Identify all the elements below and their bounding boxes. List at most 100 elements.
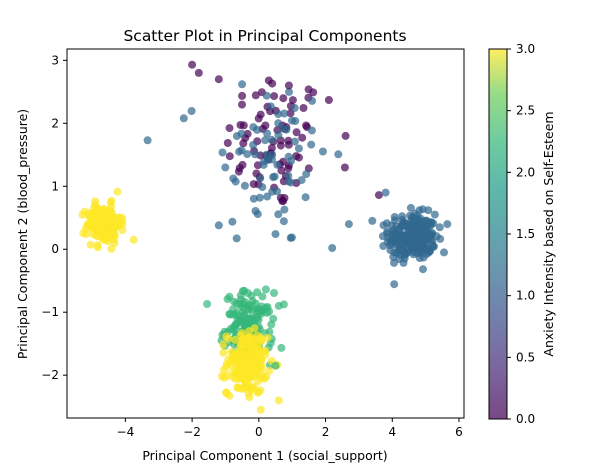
data-point-cluster-4 [231, 335, 240, 344]
data-point-cluster-1 [187, 107, 196, 115]
data-point-cluster-2 [416, 217, 425, 226]
data-point-cluster-1 [286, 178, 295, 187]
data-point-cluster-1 [263, 129, 272, 138]
colorbar-tick-label: 2.5 [516, 104, 535, 118]
data-point-cluster-1 [262, 91, 271, 100]
data-point-cluster-2 [435, 223, 444, 232]
y-axis-label: Principal Component 2 (blood_pressure) [15, 109, 30, 359]
x-tick-label: −4 [117, 425, 135, 439]
data-point-cluster-2 [408, 226, 417, 235]
data-point-cluster-1 [263, 192, 272, 201]
data-point [374, 191, 383, 200]
data-point-cluster-5 [99, 206, 108, 214]
data-point-cluster-1 [290, 137, 299, 146]
data-point-cluster-4 [253, 387, 262, 396]
data-point-cluster-1 [258, 183, 267, 192]
data-point-cluster-2 [425, 230, 434, 239]
data-point-cluster-1 [273, 160, 282, 169]
data-point-cluster-3 [244, 305, 253, 314]
data-point-cluster-1 [297, 176, 306, 185]
data-point-cluster-0 [279, 94, 288, 103]
data-point-cluster-1 [301, 193, 310, 202]
data-point-cluster-5 [98, 227, 107, 235]
data-point-cluster-1 [274, 119, 283, 128]
data-point-cluster-0 [261, 121, 270, 130]
data-point-cluster-1 [274, 131, 283, 139]
data-point-cluster-1 [273, 187, 281, 196]
data-point-cluster-5 [110, 239, 119, 248]
data-point-cluster-5 [104, 213, 113, 222]
data-point-cluster-5 [98, 213, 107, 222]
data-point-cluster-2 [389, 252, 398, 261]
data-point-cluster-0 [284, 140, 293, 149]
data-point-cluster-1 [282, 125, 291, 134]
data-point-cluster-4 [238, 345, 247, 354]
data-point [294, 144, 303, 153]
data-point-cluster-0 [340, 163, 349, 172]
data-point-cluster-4 [246, 347, 255, 356]
colorbar-ticks: 0.0 0.5 1.0 1.5 2.0 2.5 3.0 [507, 42, 535, 426]
data-point-cluster-3 [238, 287, 247, 296]
data-point-cluster-4 [250, 324, 259, 333]
data-point [443, 220, 452, 229]
data-point-cluster-2 [399, 219, 408, 228]
data-point-cluster-5 [113, 187, 122, 196]
data-point-cluster-2 [382, 219, 391, 228]
data-point [274, 301, 283, 310]
data-point-cluster-4 [261, 347, 270, 356]
data-point-cluster-4 [219, 366, 228, 375]
data-point [214, 75, 223, 84]
data-point-cluster-1 [291, 117, 300, 125]
data-point-cluster-3 [223, 295, 232, 304]
data-point [324, 96, 333, 104]
data-point-cluster-2 [408, 244, 417, 253]
data-point-cluster-2 [408, 236, 417, 245]
data-point-cluster-4 [224, 334, 233, 343]
data-point-cluster-4 [219, 340, 228, 349]
data-point-cluster-3 [232, 299, 241, 308]
data-point-cluster-0 [254, 114, 263, 123]
data-point [344, 220, 353, 229]
colorbar: 0.0 0.5 1.0 1.5 2.0 2.5 3.0 [488, 42, 535, 426]
data-point-cluster-1 [240, 181, 249, 190]
data-point-cluster-1 [307, 140, 316, 149]
data-point-cluster-4 [256, 405, 265, 414]
data-point-cluster-1 [270, 172, 279, 181]
colorbar-label: Anxiety Intensity based on Self-Esteem [541, 111, 556, 356]
x-tick-label: 6 [455, 425, 463, 439]
data-point [194, 68, 203, 77]
data-point-cluster-0 [277, 166, 286, 175]
data-point-cluster-4 [248, 363, 257, 372]
data-point-cluster-4 [262, 372, 271, 381]
data-point-cluster-5 [92, 203, 101, 212]
data-point-cluster-4 [222, 389, 231, 397]
data-point-cluster-2 [398, 237, 407, 246]
data-point-cluster-3 [229, 310, 238, 319]
plot-frame [66, 48, 465, 419]
data-point-cluster-4 [236, 331, 245, 340]
data-point-cluster-2 [413, 249, 422, 258]
data-point-cluster-0 [284, 164, 293, 173]
data-point-cluster-0 [292, 152, 301, 161]
data-point-cluster-5 [108, 226, 117, 234]
data-point [203, 300, 212, 308]
data-point-cluster-1 [266, 102, 275, 111]
y-tick-label: 2 [51, 116, 59, 130]
data-point-cluster-1 [280, 109, 289, 118]
data-point-cluster-1 [287, 233, 296, 242]
data-point-cluster-1 [274, 210, 283, 219]
data-point [214, 221, 223, 230]
data-point-cluster-4 [233, 383, 242, 392]
data-point-cluster-2 [430, 210, 439, 219]
x-tick-label: 0 [255, 425, 263, 439]
data-point-cluster-2 [430, 242, 438, 251]
data-point [341, 131, 350, 140]
y-axis: −2 −1 0 1 2 3 [41, 53, 67, 382]
data-point [188, 60, 197, 69]
data-point-cluster-1 [284, 171, 293, 180]
data-point [440, 248, 448, 257]
data-point [238, 80, 247, 89]
data-point-cluster-2 [398, 212, 407, 221]
data-point-cluster-0 [243, 129, 252, 138]
